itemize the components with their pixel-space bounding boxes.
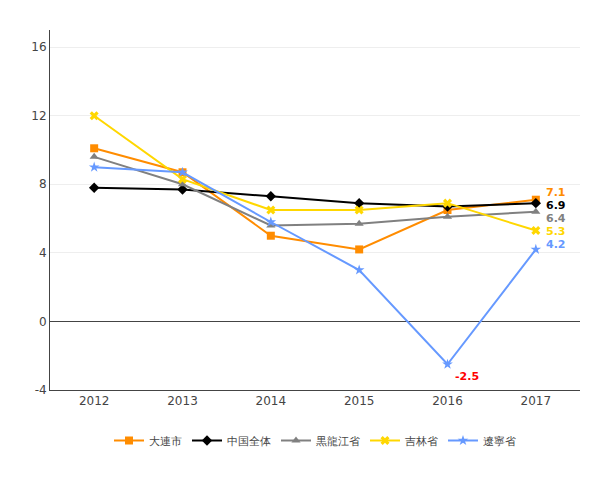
svg-text:-4: -4 xyxy=(35,383,47,397)
svg-text:16: 16 xyxy=(31,40,46,54)
svg-text:遼寧省: 遼寧省 xyxy=(483,435,516,448)
svg-text:0: 0 xyxy=(39,315,47,329)
svg-text:5.3: 5.3 xyxy=(546,225,566,238)
svg-text:4.2: 4.2 xyxy=(546,238,566,251)
svg-text:12: 12 xyxy=(31,109,46,123)
svg-text:2015: 2015 xyxy=(344,394,375,408)
svg-text:2017: 2017 xyxy=(521,394,552,408)
svg-text:4: 4 xyxy=(39,246,47,260)
svg-text:6.9: 6.9 xyxy=(546,199,566,212)
svg-text:2016: 2016 xyxy=(432,394,463,408)
svg-text:2013: 2013 xyxy=(167,394,198,408)
svg-text:-2.5: -2.5 xyxy=(455,370,479,383)
svg-text:6.4: 6.4 xyxy=(546,212,566,225)
svg-text:大連市: 大連市 xyxy=(149,435,182,448)
svg-text:7.1: 7.1 xyxy=(546,186,566,199)
svg-text:8: 8 xyxy=(39,177,47,191)
svg-text:吉林省: 吉林省 xyxy=(405,435,438,448)
svg-text:2014: 2014 xyxy=(256,394,287,408)
svg-text:中国全体: 中国全体 xyxy=(227,435,271,448)
svg-text:黒龍江省: 黒龍江省 xyxy=(316,435,360,448)
svg-text:2012: 2012 xyxy=(79,394,110,408)
